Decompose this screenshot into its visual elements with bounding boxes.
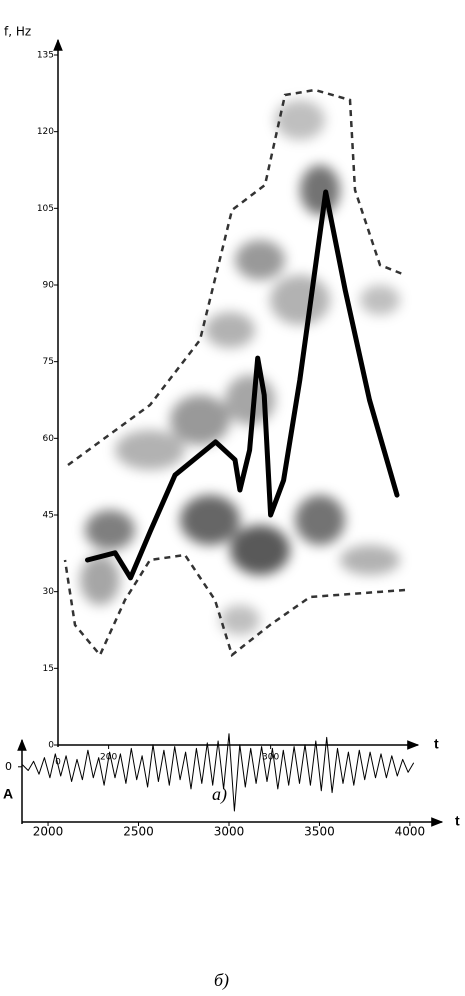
x-axis-label: t bbox=[434, 736, 439, 752]
y-tick-label: 30 bbox=[43, 587, 55, 597]
data-line bbox=[85, 189, 400, 581]
x-axis-label: t bbox=[455, 813, 460, 829]
origin-label: 0 bbox=[55, 758, 61, 768]
y-tick-label: 120 bbox=[37, 127, 54, 137]
y-axis-label: f, Hz bbox=[4, 25, 31, 39]
x-tick-label: 4000 bbox=[395, 825, 426, 839]
y-tick-label: 0 bbox=[5, 760, 12, 773]
y-axis-label: A bbox=[3, 786, 13, 802]
data-line bbox=[22, 733, 414, 812]
x-tick-label: 3000 bbox=[214, 825, 245, 839]
y-tick-label: 90 bbox=[43, 281, 55, 291]
y-tick-label: 60 bbox=[43, 434, 55, 444]
y-tick-label: 0 bbox=[48, 741, 54, 751]
spectrogram bbox=[80, 100, 400, 635]
y-tick-label: 135 bbox=[37, 51, 54, 61]
y-tick-label: 45 bbox=[43, 511, 54, 521]
caption: а) bbox=[212, 784, 227, 805]
x-tick-label: 2500 bbox=[123, 825, 154, 839]
caption: б) bbox=[214, 970, 229, 991]
y-tick-label: 75 bbox=[43, 357, 54, 367]
y-tick-label: 15 bbox=[43, 664, 54, 674]
region-outline bbox=[63, 88, 406, 658]
x-tick-label: 3500 bbox=[304, 825, 335, 839]
x-tick-label: 2000 bbox=[33, 825, 64, 839]
y-tick-label: 105 bbox=[37, 204, 54, 214]
